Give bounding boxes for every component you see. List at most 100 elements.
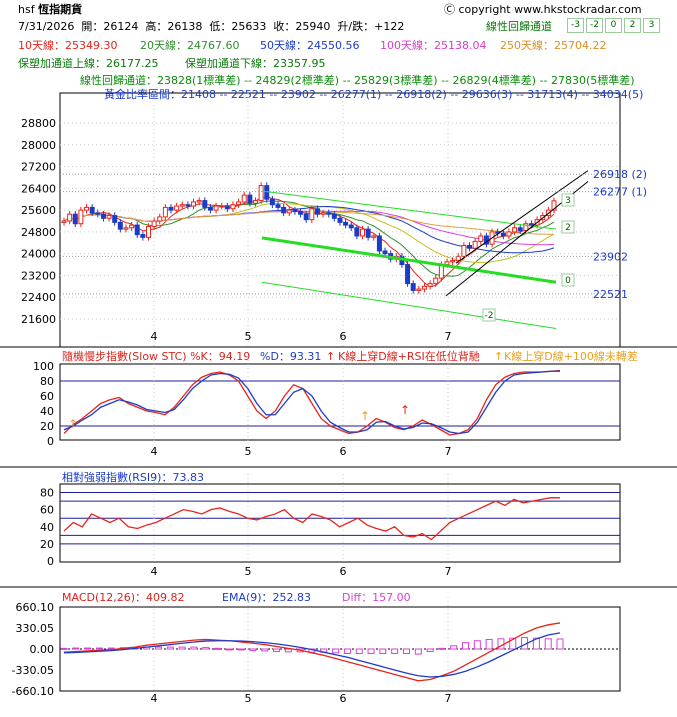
candle-body (219, 205, 225, 208)
panel1-series-1 (63, 370, 560, 435)
macd-hist-bar (462, 642, 470, 650)
panel2-tick-label: 0 (47, 555, 54, 568)
ma-value-4: 250天線：25704.22 (500, 39, 607, 52)
panel1-tick-label: 60 (40, 390, 54, 403)
candle-body (551, 200, 557, 211)
macd-hist-bar (450, 645, 458, 650)
macd-hist-bar (84, 647, 92, 650)
candle-body (433, 277, 439, 285)
candle-body (145, 225, 151, 238)
macd-hist-bar (190, 646, 198, 650)
price-tick-label: 28800 (21, 117, 56, 130)
macd-hist-bar (214, 647, 222, 650)
candle-body (314, 208, 320, 215)
candle-body (224, 205, 230, 210)
channel-marker-label: 2 (565, 223, 571, 233)
macd-hist-bar (391, 648, 399, 654)
candle-body (129, 224, 135, 229)
panel1-x-tick-label: 7 (445, 445, 452, 458)
macd-hist-bar (72, 647, 80, 650)
candle-body (185, 204, 191, 207)
macd-x-tick-label: 7 (445, 692, 452, 705)
channel-marker-label: -2 (485, 311, 494, 321)
candle-body (320, 212, 326, 215)
candle-body (281, 206, 287, 214)
candle-body (517, 227, 523, 232)
candle-body (117, 221, 123, 230)
macd-x-tick-label: 5 (245, 692, 252, 705)
trend-channel-upper (455, 170, 589, 264)
ma-curve-5 (63, 211, 555, 235)
channel-button-4[interactable]: 3 (643, 18, 660, 33)
candle-body (343, 221, 349, 226)
copyright-notice: Ⓒ copyright www.hkstockradar.com (444, 3, 642, 16)
price-tick-label: 27200 (21, 161, 56, 174)
candle-body (506, 231, 512, 237)
fib-level-label: 26277 (1) (593, 186, 647, 199)
candle-body (286, 209, 292, 214)
channel-marker-box (561, 220, 575, 234)
macd-hist-bar (485, 638, 493, 650)
guard-lower: 保塑加通道下線：23357.95 (185, 57, 326, 70)
candle-body (309, 208, 315, 221)
macd-series-1 (63, 632, 561, 678)
panel1-tick-label: 20 (40, 420, 54, 433)
macd-hist-bar (284, 648, 292, 653)
candle-body (472, 240, 478, 249)
candle-body (303, 213, 309, 221)
fib-level-label: 23902 (593, 250, 628, 263)
channel-button-3[interactable]: 2 (624, 18, 641, 33)
price-tick-label: 22400 (21, 291, 56, 304)
macd-label: MACD(12,26)：409.82 (62, 591, 185, 604)
candle-body (371, 235, 377, 238)
channel-buttons: -3 -2 0 2 3 (565, 17, 660, 33)
price-tick-label: 26400 (21, 182, 56, 195)
candle-body (292, 209, 298, 212)
candle-body (89, 206, 95, 214)
candle-body (202, 200, 208, 208)
macd-hist-bar (202, 646, 210, 650)
macd-hist-bar (166, 646, 174, 650)
stc-signal-arrow-icon: ↑ (400, 403, 410, 417)
regression-line (261, 236, 557, 284)
rsi-title: 相對強弱指數(RSI9)：73.83 (62, 470, 204, 484)
candle-body (196, 200, 202, 203)
macd-hist-bar (438, 647, 446, 650)
channel-button-0[interactable]: -3 (567, 18, 584, 33)
price-tick-label: 24800 (21, 226, 56, 239)
channel-marker-label: 3 (565, 196, 571, 206)
candle-body (382, 250, 388, 255)
macd-x-tick-label: 4 (151, 692, 158, 705)
candle-body (100, 213, 106, 219)
candle-body (450, 259, 456, 263)
macd-hist-bar (473, 640, 481, 650)
macd-hist-bar (414, 648, 422, 655)
channel-button-1[interactable]: -2 (586, 18, 603, 33)
channel-button-2[interactable]: 0 (605, 18, 622, 33)
guard-upper: 保塑加通道上線：26177.25 (18, 57, 159, 70)
channel-marker-box (482, 308, 496, 322)
macd-hist-bar (95, 647, 103, 650)
candle-body (106, 215, 112, 219)
macd-hist-bar (178, 646, 186, 650)
macd-hist-bar (154, 646, 162, 650)
stc-panel-frame (59, 363, 621, 441)
rsi-panel-frame (59, 483, 621, 563)
stc-signal-arrow-icon: ↑ (360, 409, 370, 423)
panel2-x-tick-label: 6 (340, 565, 347, 578)
candle-body (421, 285, 427, 290)
ema-label: EMA(9)：252.83 (222, 591, 311, 604)
candle-body (191, 201, 197, 207)
candle-body (264, 185, 270, 200)
candle-body (360, 228, 366, 237)
candle-body (112, 215, 118, 223)
candle-body (140, 234, 146, 238)
stc-signal-arrow-icon: ↑ (68, 417, 78, 431)
channel-label: 線性回歸通道 (486, 20, 552, 33)
channel-marker-box (561, 273, 575, 287)
panel1-x-tick-label: 6 (340, 445, 347, 458)
ma-curve-0 (63, 196, 555, 288)
macd-tick-label: -330.05 (12, 664, 54, 677)
panel1-tick-label: 40 (40, 405, 54, 418)
candle-body (247, 194, 253, 204)
